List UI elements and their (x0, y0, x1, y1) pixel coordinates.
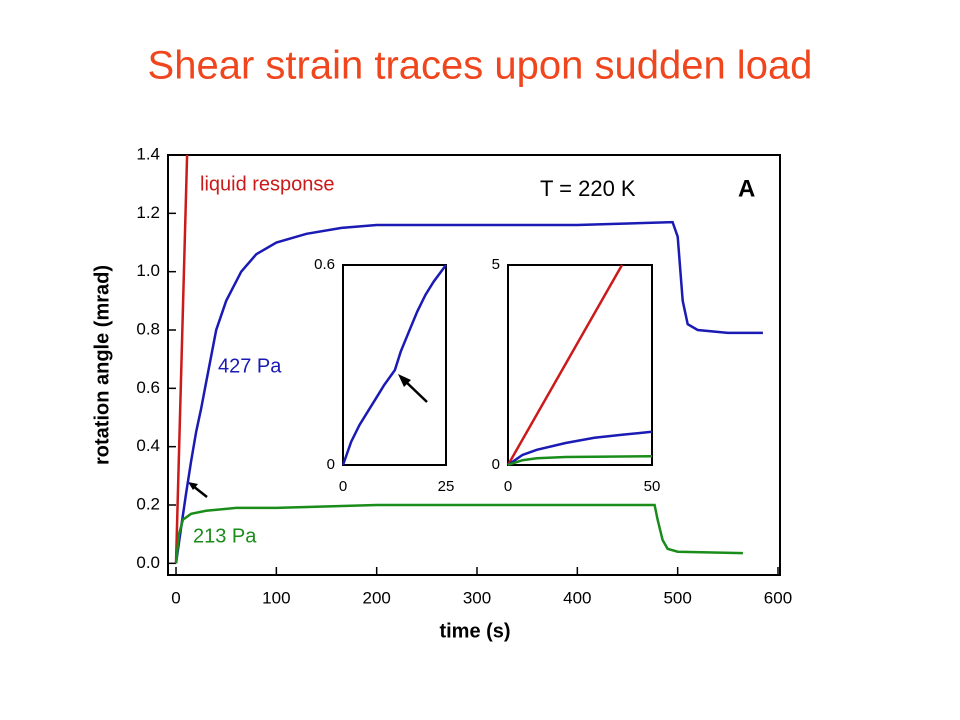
x-tick-label: 400 (563, 588, 591, 607)
chart-title: Shear strain traces upon sudden load (148, 44, 813, 88)
data-line (507, 454, 653, 467)
data-line (507, 430, 653, 467)
y-tick-label: 1.0 (136, 261, 160, 280)
x-tick-label: 25 (438, 478, 455, 495)
annotation: A (738, 175, 755, 202)
y-tick-label: 5 (492, 256, 500, 273)
plot-frame (167, 154, 781, 576)
data-line (506, 264, 624, 466)
data-line (174, 154, 189, 564)
y-tick-label: 0.6 (136, 378, 160, 397)
x-tick-label: 100 (262, 588, 290, 607)
y-tick-label: 0 (327, 456, 335, 473)
series-label: liquid response (200, 173, 335, 195)
x-tick-label: 500 (663, 588, 691, 607)
data-line (174, 220, 763, 564)
plot-frame (507, 264, 653, 466)
x-tick-label: 0 (339, 478, 347, 495)
series-label: 427 Pa (218, 355, 282, 377)
x-tick-label: 300 (463, 588, 491, 607)
y-tick-label: 1.4 (136, 144, 160, 163)
y-tick-label: 0.6 (314, 256, 335, 273)
annotation: T = 220 K (540, 176, 636, 201)
y-tick-label: 0.4 (136, 436, 160, 455)
x-tick-label: 0 (504, 478, 512, 495)
y-tick-label: 0.0 (136, 553, 160, 572)
y-tick-label: 0.2 (136, 494, 160, 513)
plot-frame (342, 264, 447, 466)
y-tick-label: 0 (492, 456, 500, 473)
x-axis-label: time (s) (439, 620, 510, 642)
data-line (341, 264, 448, 466)
x-tick-label: 0 (171, 588, 180, 607)
data-line (174, 503, 743, 564)
series-label: 213 Pa (193, 525, 257, 547)
x-tick-label: 600 (764, 588, 792, 607)
y-tick-label: 1.2 (136, 203, 160, 222)
x-tick-label: 50 (644, 478, 661, 495)
y-tick-label: 0.8 (136, 319, 160, 338)
arrow (188, 374, 428, 498)
y-axis-label: rotation angle (mrad) (91, 265, 113, 465)
x-tick-label: 200 (362, 588, 390, 607)
